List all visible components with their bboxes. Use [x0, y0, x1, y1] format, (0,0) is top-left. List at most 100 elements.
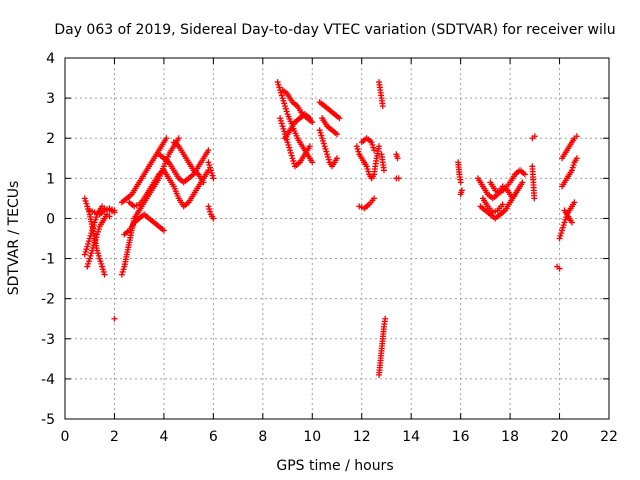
- data-point: [573, 133, 580, 140]
- y-tick-label: 4: [46, 51, 55, 67]
- data-point: [97, 258, 104, 265]
- data-point: [287, 147, 294, 154]
- data-point: [278, 120, 285, 127]
- data-point: [93, 214, 100, 221]
- data-point: [96, 255, 103, 262]
- x-tick-label: 14: [402, 429, 420, 445]
- data-point: [280, 125, 287, 132]
- data-point: [86, 235, 93, 242]
- data-point: [92, 216, 99, 223]
- data-point: [569, 164, 576, 171]
- data-point: [571, 199, 578, 206]
- data-point: [368, 139, 375, 146]
- data-point: [81, 195, 88, 202]
- data-point: [285, 141, 292, 148]
- data-point: [277, 117, 284, 124]
- y-tick-label: 3: [46, 91, 55, 107]
- data-point: [288, 152, 295, 159]
- data-point: [88, 230, 95, 237]
- data-point: [82, 198, 89, 205]
- data-point: [100, 268, 107, 275]
- data-point: [91, 239, 98, 246]
- data-point: [557, 232, 564, 239]
- data-point: [276, 84, 283, 91]
- data-point: [306, 143, 313, 150]
- data-point: [160, 227, 167, 234]
- data-point: [163, 135, 170, 142]
- y-tick-label: -1: [41, 252, 55, 268]
- data-point: [85, 240, 92, 247]
- data-point: [280, 97, 287, 104]
- data-point: [274, 79, 281, 86]
- data-point: [570, 161, 577, 168]
- data-point: [559, 227, 566, 234]
- data-point: [394, 155, 401, 162]
- data-point: [320, 140, 327, 147]
- data-point: [334, 155, 340, 162]
- data-point: [562, 216, 569, 223]
- data-point: [94, 250, 101, 257]
- x-axis-label: GPS time / hours: [276, 458, 393, 474]
- data-point: [556, 265, 563, 272]
- x-tick-label: 16: [452, 429, 470, 445]
- data-point: [354, 145, 361, 152]
- data-point: [283, 108, 290, 115]
- data-point: [206, 161, 213, 168]
- x-tick-label: 2: [110, 429, 119, 445]
- data-point: [101, 271, 108, 278]
- x-tick-label: 22: [600, 429, 618, 445]
- data-point: [279, 95, 286, 102]
- data-point: [90, 244, 97, 251]
- data-point: [93, 234, 100, 241]
- data-point: [324, 151, 331, 158]
- data-point: [323, 148, 330, 155]
- data-point: [88, 250, 95, 257]
- data-point: [284, 139, 291, 146]
- data-point: [322, 145, 329, 152]
- x-tick-label: 10: [303, 429, 321, 445]
- data-point: [111, 315, 118, 322]
- x-tick-label: 18: [501, 429, 519, 445]
- data-point: [278, 92, 285, 99]
- data-point: [120, 266, 127, 273]
- data-point: [371, 147, 378, 154]
- data-point: [87, 232, 94, 239]
- y-tick-label: 2: [46, 131, 55, 147]
- data-point: [457, 179, 464, 186]
- data-point: [200, 179, 207, 186]
- data-point: [89, 247, 96, 254]
- data-point: [559, 224, 566, 231]
- data-point: [281, 128, 288, 135]
- data-point: [325, 156, 332, 163]
- data-point: [207, 164, 214, 171]
- data-point: [98, 260, 105, 267]
- data-point: [279, 123, 286, 130]
- data-point: [207, 208, 214, 215]
- data-point: [519, 179, 526, 186]
- data-point: [521, 171, 528, 178]
- data-point: [84, 263, 91, 270]
- data-point: [90, 224, 97, 231]
- data-point: [376, 143, 383, 150]
- data-point: [99, 263, 106, 270]
- chart-title: Day 063 of 2019, Sidereal Day-to-day VTE…: [54, 22, 615, 38]
- data-point: [94, 228, 101, 235]
- data-point: [324, 153, 331, 160]
- x-tick-label: 8: [258, 429, 267, 445]
- y-tick-label: -3: [41, 332, 55, 348]
- y-tick-label: 0: [46, 211, 55, 227]
- data-point: [369, 141, 376, 148]
- y-tick-label: -4: [41, 372, 55, 388]
- data-point: [87, 252, 94, 259]
- x-tick-label: 4: [159, 429, 168, 445]
- data-point: [556, 235, 563, 242]
- x-tick-label: 6: [209, 429, 218, 445]
- x-tick-label: 12: [353, 429, 371, 445]
- x-tick-label: 20: [551, 429, 569, 445]
- data-point: [89, 227, 96, 234]
- data-point: [84, 203, 91, 210]
- data-point: [282, 103, 289, 110]
- data-point: [365, 168, 372, 175]
- data-point: [82, 248, 89, 255]
